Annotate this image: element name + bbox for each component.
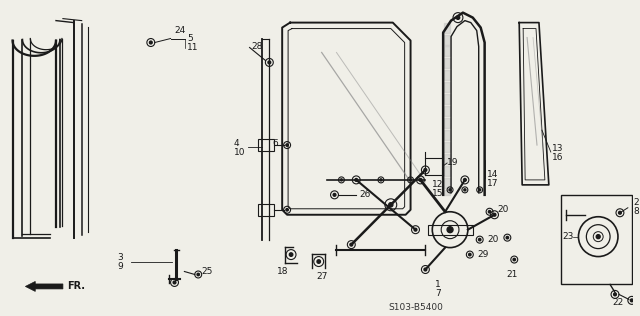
Text: 3: 3 bbox=[117, 253, 123, 262]
Text: S103-B5400: S103-B5400 bbox=[388, 303, 443, 312]
Text: 18: 18 bbox=[277, 267, 289, 276]
Text: 20: 20 bbox=[497, 205, 509, 214]
Text: 24: 24 bbox=[175, 26, 186, 35]
Text: FR.: FR. bbox=[67, 282, 85, 291]
Bar bbox=[561, 195, 632, 284]
Text: 28: 28 bbox=[252, 42, 263, 51]
Circle shape bbox=[447, 227, 453, 233]
Circle shape bbox=[614, 293, 616, 296]
Text: 2: 2 bbox=[634, 198, 639, 207]
Text: 29: 29 bbox=[477, 250, 489, 259]
Circle shape bbox=[493, 213, 496, 216]
Circle shape bbox=[449, 189, 451, 191]
Text: 4: 4 bbox=[234, 138, 239, 148]
Text: 26: 26 bbox=[359, 190, 371, 199]
Circle shape bbox=[419, 179, 422, 181]
Text: 15: 15 bbox=[432, 189, 444, 198]
Circle shape bbox=[268, 61, 271, 64]
Circle shape bbox=[149, 41, 152, 44]
Circle shape bbox=[340, 179, 342, 181]
Circle shape bbox=[630, 299, 633, 302]
Circle shape bbox=[197, 273, 200, 276]
Bar bbox=[428, 225, 473, 235]
Circle shape bbox=[506, 236, 509, 239]
Text: 22: 22 bbox=[612, 298, 623, 307]
Circle shape bbox=[388, 203, 393, 207]
Text: 8: 8 bbox=[634, 207, 639, 216]
Text: 14: 14 bbox=[486, 170, 498, 179]
Text: 19: 19 bbox=[447, 159, 459, 167]
Circle shape bbox=[488, 210, 491, 213]
Text: 23: 23 bbox=[563, 232, 574, 241]
Circle shape bbox=[464, 189, 466, 191]
Text: 21: 21 bbox=[506, 270, 518, 279]
Text: 6: 6 bbox=[272, 138, 278, 148]
Text: 25: 25 bbox=[201, 267, 212, 276]
Circle shape bbox=[350, 243, 353, 246]
Text: 9: 9 bbox=[117, 262, 123, 271]
Circle shape bbox=[479, 189, 481, 191]
Circle shape bbox=[286, 144, 288, 146]
Text: 7: 7 bbox=[435, 289, 441, 298]
Circle shape bbox=[333, 193, 336, 196]
Bar bbox=[259, 139, 275, 151]
Circle shape bbox=[317, 260, 321, 263]
Bar bbox=[259, 204, 275, 216]
Circle shape bbox=[286, 209, 288, 211]
Circle shape bbox=[414, 228, 417, 231]
Circle shape bbox=[289, 253, 292, 256]
Circle shape bbox=[468, 253, 471, 256]
Circle shape bbox=[410, 179, 412, 181]
Circle shape bbox=[479, 238, 481, 241]
Text: 27: 27 bbox=[317, 272, 328, 281]
Circle shape bbox=[173, 281, 176, 284]
Circle shape bbox=[424, 168, 427, 171]
Text: 13: 13 bbox=[552, 143, 563, 153]
Text: 17: 17 bbox=[486, 179, 498, 188]
Circle shape bbox=[463, 179, 467, 181]
Text: 5: 5 bbox=[188, 34, 193, 43]
Text: 1: 1 bbox=[435, 280, 441, 289]
Text: 20: 20 bbox=[488, 235, 499, 244]
Circle shape bbox=[424, 268, 427, 271]
Text: 12: 12 bbox=[432, 180, 444, 189]
Circle shape bbox=[618, 211, 621, 214]
Circle shape bbox=[596, 235, 600, 239]
Text: 11: 11 bbox=[188, 43, 199, 52]
Text: 16: 16 bbox=[552, 153, 563, 161]
Text: 10: 10 bbox=[234, 148, 245, 156]
Circle shape bbox=[355, 179, 358, 181]
Circle shape bbox=[456, 16, 460, 19]
Circle shape bbox=[513, 258, 515, 261]
FancyArrow shape bbox=[26, 282, 63, 291]
Circle shape bbox=[380, 179, 382, 181]
